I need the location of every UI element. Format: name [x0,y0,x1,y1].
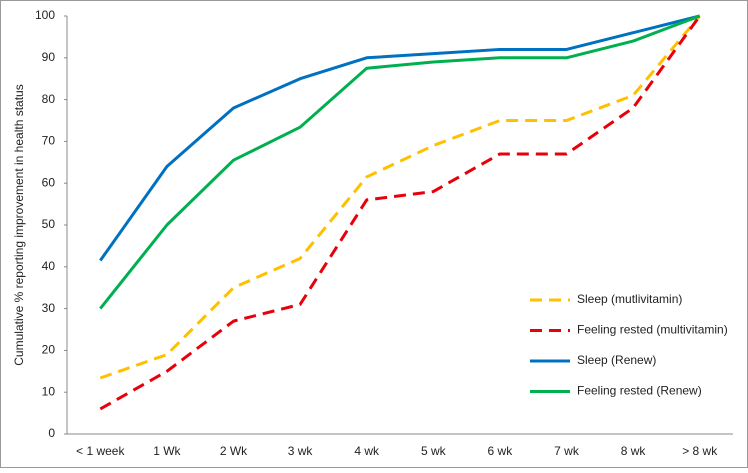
x-tick-label: > 8 wk [682,444,718,458]
series-line [99,15,701,411]
y-tick-label: 50 [42,217,56,231]
y-tick-label: 40 [42,259,56,273]
x-tick-label: 5 wk [421,444,447,458]
legend-label: Sleep (Renew) [577,353,656,367]
y-tick-label: 80 [42,92,56,106]
y-tick-label: 0 [48,426,55,440]
legend-label: Feeling rested (Renew) [577,384,702,398]
y-tick-label: 60 [42,175,56,189]
series-line [99,14,701,262]
x-tick-label: 2 Wk [220,444,248,458]
series-line [99,15,701,380]
x-tick-label: 3 wk [288,444,314,458]
legend-label: Sleep (mutlivitamin) [577,292,682,306]
x-tick-label: 1 Wk [153,444,181,458]
y-tick-label: 70 [42,134,56,148]
series-line [99,14,701,310]
legend-label: Feeling rested (multivitamin) [577,323,728,337]
x-tick-label: < 1 week [76,444,125,458]
y-tick-label: 20 [42,343,56,357]
y-tick-label: 10 [42,384,56,398]
x-tick-label: 7 wk [554,444,580,458]
x-tick-label: 8 wk [621,444,647,458]
y-tick-label: 90 [42,50,56,64]
y-tick-label: 30 [42,301,56,315]
x-tick-label: 6 wk [488,444,514,458]
x-tick-label: 4 wk [354,444,380,458]
y-tick-label: 100 [35,8,55,22]
y-axis-label: Cumulative % reporting improvement in he… [12,84,26,365]
